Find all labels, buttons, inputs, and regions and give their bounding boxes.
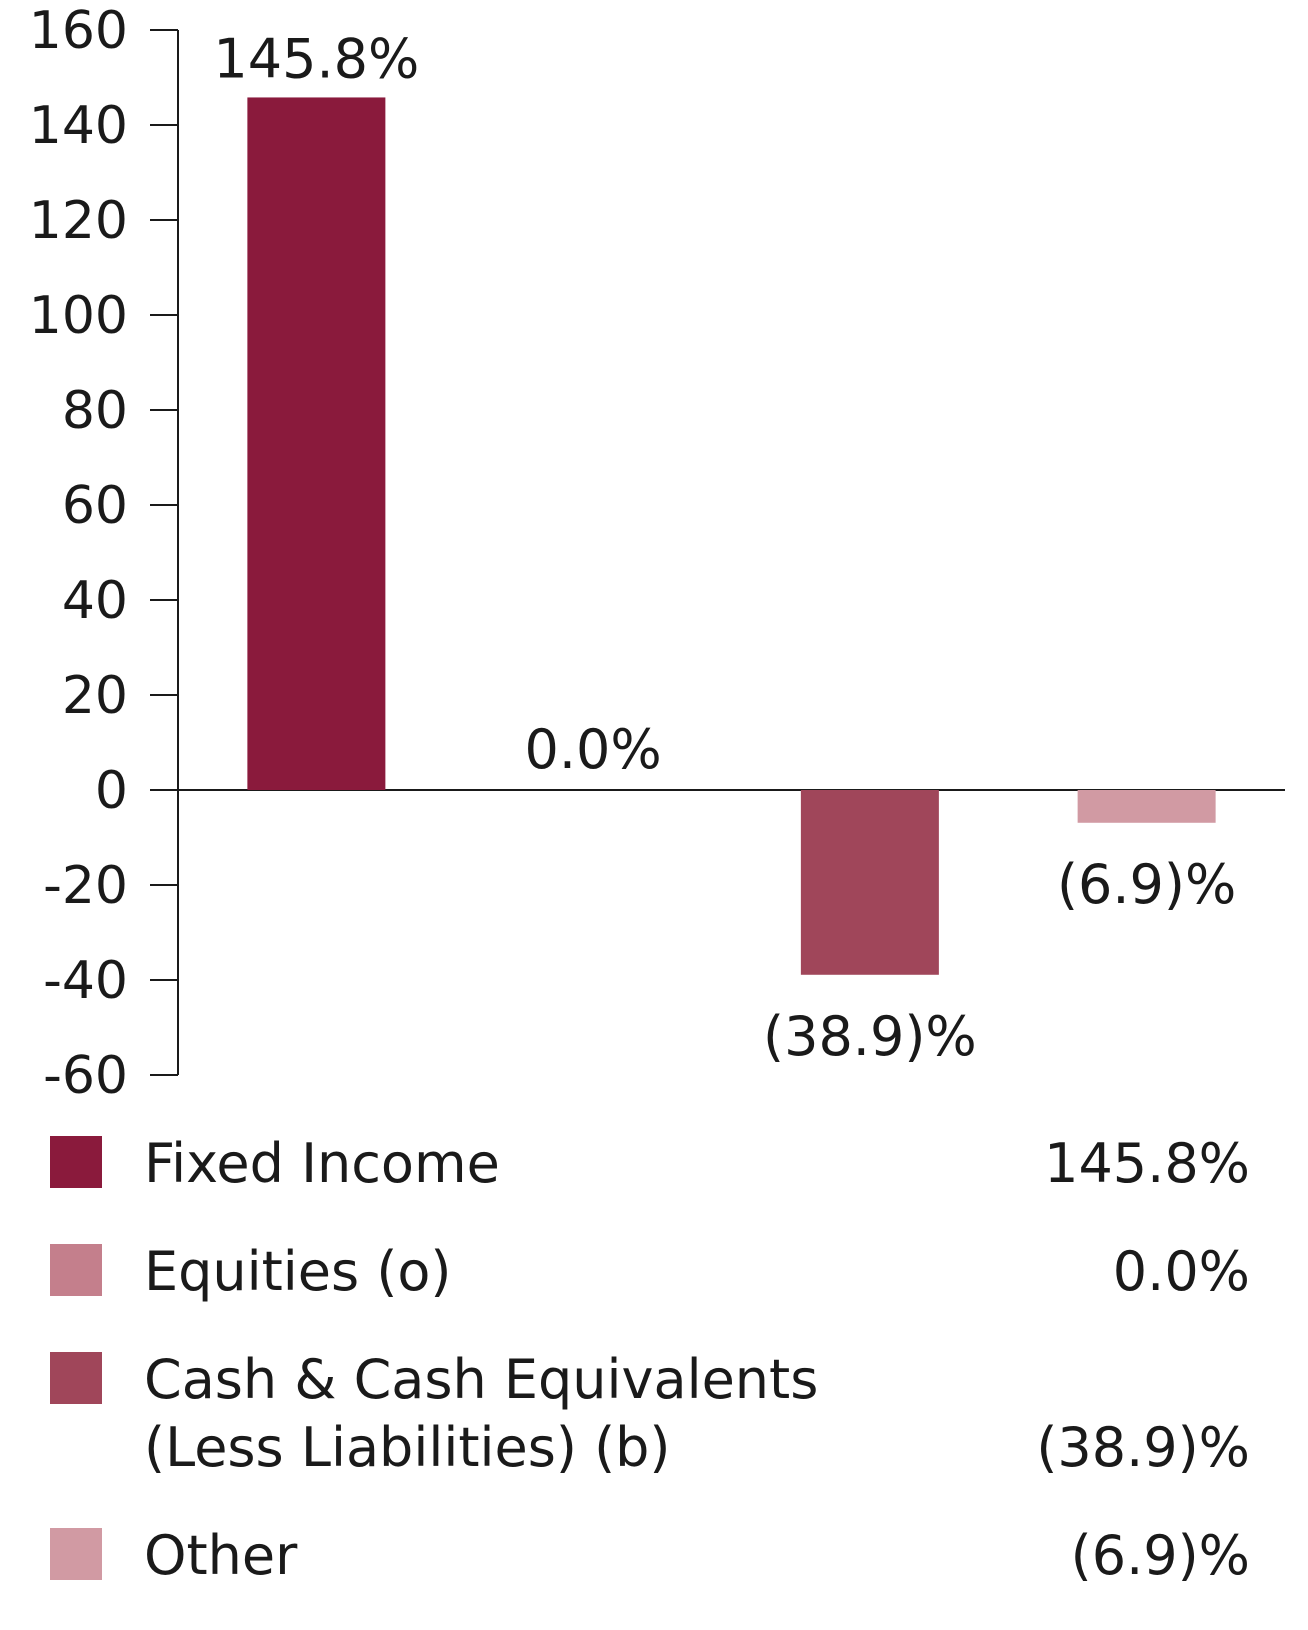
- legend-label-line: Cash & Cash Equivalents: [144, 1348, 819, 1411]
- y-axis: 160 140 120 100 80 60 40 20 0 -20 -40 -60: [29, 1, 1285, 1100]
- legend-item: Cash & Cash Equivalents (Less Liabilities…: [50, 1346, 1250, 1482]
- legend-swatch: [50, 1352, 102, 1404]
- legend-item: Other (6.9)%: [50, 1522, 1250, 1590]
- bar-chart: 160 140 120 100 80 60 40 20 0 -20 -40 -60 145.8% 0.0…: [29, 1, 1285, 1100]
- data-label-1: 0.0%: [525, 718, 662, 781]
- data-label-3: (6.9)%: [1057, 853, 1236, 916]
- bar-0: [247, 97, 386, 790]
- legend-label: Fixed Income: [144, 1130, 924, 1198]
- legend-label: Other: [144, 1522, 924, 1590]
- y-tick-label: 80: [62, 381, 128, 441]
- legend-label-line: Fixed Income: [144, 1132, 500, 1195]
- bars: [247, 97, 1216, 975]
- data-label-2: (38.9)%: [763, 1005, 977, 1068]
- legend-label-line: (Less Liabilities) (b): [144, 1416, 671, 1479]
- legend-swatch: [50, 1528, 102, 1580]
- y-tick-label: 160: [29, 1, 128, 61]
- y-tick-label: 0: [95, 761, 128, 821]
- y-tick-label: 100: [29, 286, 128, 346]
- legend-label-line: Equities (o): [144, 1240, 452, 1303]
- y-tick-label: -60: [43, 1046, 128, 1100]
- legend-label-line: Other: [144, 1524, 298, 1587]
- bar-2: [800, 790, 939, 975]
- legend-label: Equities (o): [144, 1238, 924, 1306]
- legend: Fixed Income 145.8% Equities (o) 0.0% Cash &…: [50, 1130, 1250, 1630]
- legend-label: Cash & Cash Equivalents (Less Liabilities…: [144, 1346, 924, 1482]
- y-tick-label: -40: [43, 951, 128, 1011]
- y-tick-label: 140: [29, 96, 128, 156]
- legend-value: (38.9)%: [1036, 1416, 1250, 1479]
- legend-value: (6.9)%: [1070, 1524, 1250, 1587]
- y-tick-label: 20: [62, 666, 128, 726]
- y-tick-label: -20: [43, 856, 128, 916]
- legend-value: 0.0%: [1112, 1240, 1250, 1303]
- legend-swatch: [50, 1136, 102, 1188]
- y-tick-label: 120: [29, 191, 128, 251]
- data-labels: 145.8% 0.0% (38.9)% (6.9)%: [213, 27, 1236, 1067]
- legend-value: 145.8%: [1044, 1132, 1250, 1195]
- data-label-0: 145.8%: [213, 27, 419, 90]
- legend-item: Fixed Income 145.8%: [50, 1130, 1250, 1198]
- legend-swatch: [50, 1244, 102, 1296]
- legend-item: Equities (o) 0.0%: [50, 1238, 1250, 1306]
- y-tick-label: 60: [62, 476, 128, 536]
- y-tick-label: 40: [62, 571, 128, 631]
- bar-3: [1077, 790, 1216, 823]
